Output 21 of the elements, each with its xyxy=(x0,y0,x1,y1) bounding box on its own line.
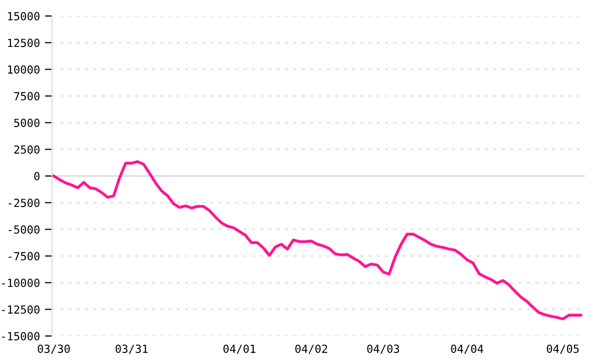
y-tick-label: 7500 xyxy=(14,92,40,100)
y-tick-label: -10000 xyxy=(2,278,40,288)
y-tick-label: -7500 xyxy=(8,252,40,260)
y-tick-label: 5000 xyxy=(14,118,40,128)
x-tick-label: 04/01 xyxy=(223,344,256,354)
x-tick-label: 04/05 xyxy=(546,344,579,354)
y-tick-label: -15000 xyxy=(2,332,40,340)
x-tick-label: 04/02 xyxy=(295,344,328,354)
line-series xyxy=(52,160,582,320)
x-tick-label: 04/03 xyxy=(367,344,400,354)
y-tick-label: -5000 xyxy=(8,225,40,234)
y-tick-label: 15000 xyxy=(8,12,40,20)
x-tick-label: 04/04 xyxy=(451,344,484,354)
x-tick-label: 03/31 xyxy=(116,344,148,354)
y-tick-label: -12500 xyxy=(2,305,40,314)
y-tick-label: 0 xyxy=(34,172,40,180)
y-tick-label: 12500 xyxy=(8,38,40,48)
y-tick-label: -2500 xyxy=(8,198,40,208)
y-tick-label: 10000 xyxy=(8,65,40,74)
x-tick-label: 03/30 xyxy=(38,344,70,354)
y-tick-label: 2500 xyxy=(14,145,40,154)
